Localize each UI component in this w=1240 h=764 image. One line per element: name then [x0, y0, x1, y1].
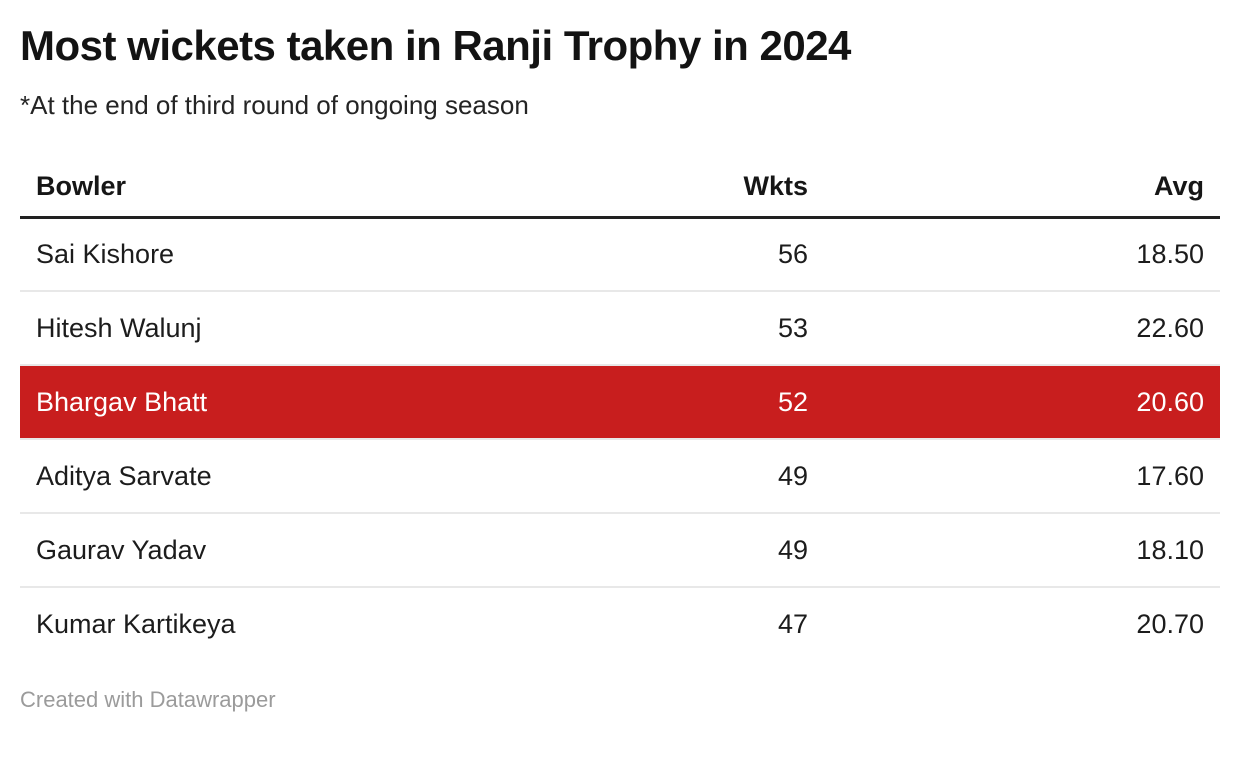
wkts-value: 53 [524, 291, 824, 367]
bowler-name: Sai Kishore [20, 217, 524, 293]
column-header-wkts: Wkts [524, 157, 824, 219]
page-title: Most wickets taken in Ranji Trophy in 20… [20, 22, 851, 69]
table-body: Sai Kishore 56 18.50 Hitesh Walunj 53 22… [20, 217, 1220, 661]
wkts-value: 47 [777, 609, 808, 640]
wkts-value: 49 [524, 513, 824, 589]
table-row: Sai Kishore 56 18.50 [20, 217, 1220, 293]
wkts-value: 56 [524, 217, 824, 293]
avg-value: 20.60 [824, 365, 1220, 441]
avg-value: 20.70 [1136, 609, 1204, 640]
bowler-name: Bhargav Bhatt [20, 365, 524, 441]
table-row: Hitesh Walunj 53 22.60 [20, 291, 1220, 367]
table-row-highlighted: Bhargav Bhatt 52 20.60 [20, 365, 1220, 441]
table-row: Kumar Kartikeya 47 20.70 [20, 587, 1220, 661]
avg-value: 18.50 [824, 217, 1220, 293]
table-row: Aditya Sarvate 49 17.60 [20, 439, 1220, 515]
table-header-row: Bowler Wkts Avg [20, 157, 1220, 219]
avg-value: 17.60 [824, 439, 1220, 515]
bowler-name: Gaurav Yadav [20, 513, 524, 589]
avg-value: 18.10 [824, 513, 1220, 589]
bowler-name: Hitesh Walunj [20, 291, 524, 367]
wkts-value: 52 [524, 365, 824, 441]
page-subtitle: *At the end of third round of ongoing se… [20, 90, 529, 121]
attribution-text: Created with Datawrapper [20, 687, 276, 713]
table-header: Bowler Wkts Avg [20, 157, 1220, 219]
column-header-bowler: Bowler [20, 157, 524, 219]
bowlers-table: Bowler Wkts Avg Sai Kishore 56 18.50 Hit… [20, 157, 1220, 661]
table-row: Gaurav Yadav 49 18.10 [20, 513, 1220, 589]
column-header-avg: Avg [824, 157, 1220, 219]
avg-value: 22.60 [824, 291, 1220, 367]
bowler-name: Aditya Sarvate [20, 439, 524, 515]
wkts-value: 49 [524, 439, 824, 515]
bowler-name: Kumar Kartikeya [36, 609, 236, 640]
